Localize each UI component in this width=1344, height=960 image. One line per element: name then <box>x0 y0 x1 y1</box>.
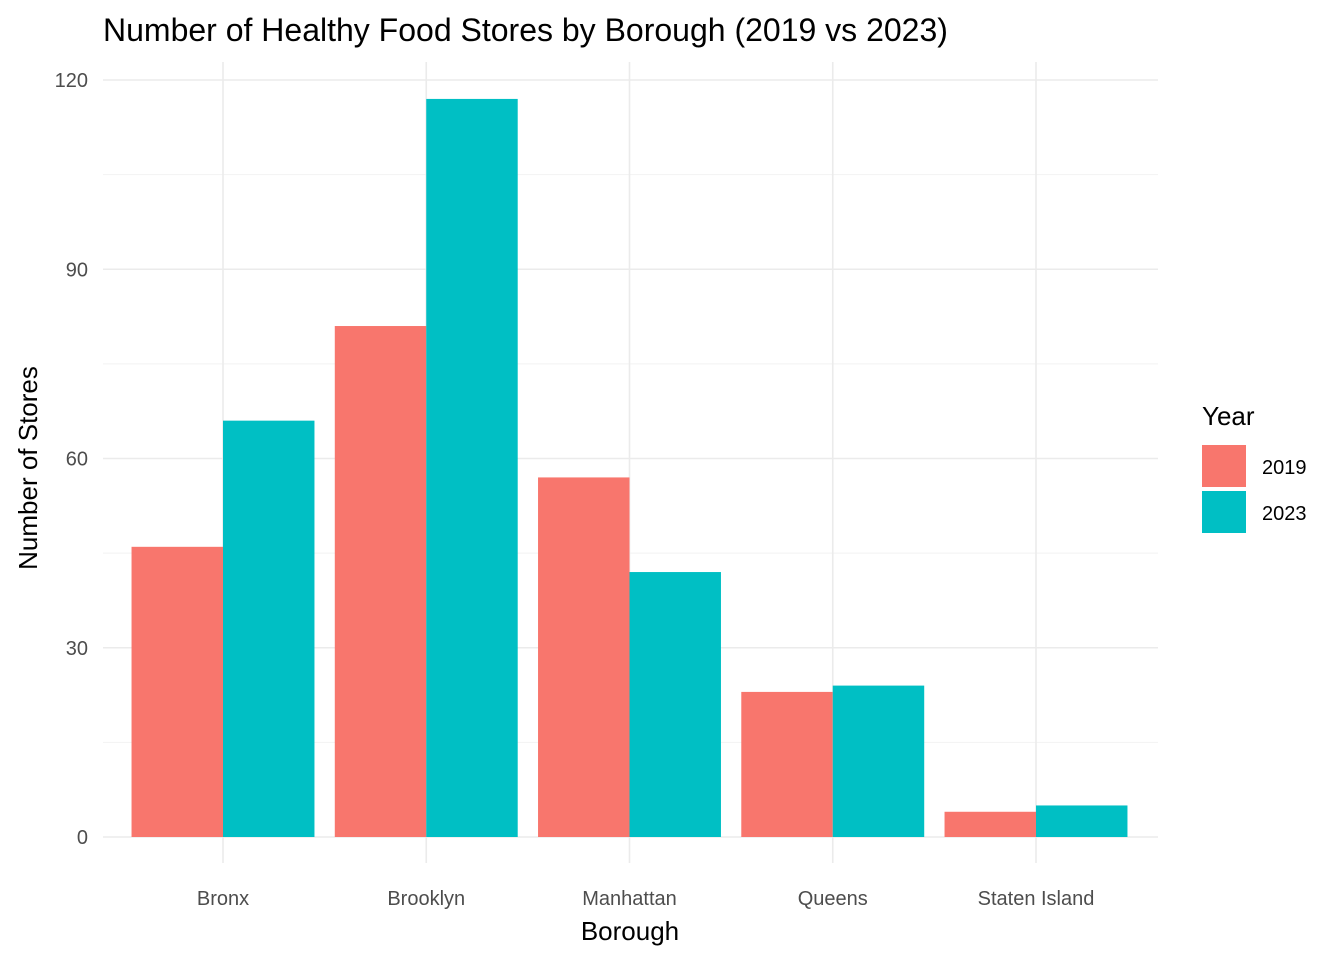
legend-key-2023 <box>1202 491 1246 533</box>
bar-queens-2019 <box>741 691 833 837</box>
y-axis-ticks: 0 30 60 90 120 <box>55 70 88 849</box>
x-tick-label: Staten Island <box>978 888 1095 910</box>
bar-brooklyn-2019 <box>334 326 427 837</box>
legend-label: 2019 <box>1262 457 1307 479</box>
bar-bronx-2019 <box>131 546 223 837</box>
x-tick-label: Manhattan <box>582 888 677 910</box>
y-tick-label: 0 <box>77 827 88 849</box>
x-tick-label: Bronx <box>197 888 249 910</box>
legend-title: Year <box>1202 401 1255 431</box>
bar-queens-2023 <box>832 685 925 837</box>
bar-bronx-2023 <box>223 420 315 837</box>
chart-title: Number of Healthy Food Stores by Borough… <box>103 12 948 48</box>
legend: Year 2019 2023 <box>1202 401 1307 533</box>
bar-manhattan-2019 <box>538 477 630 837</box>
y-axis-title: Number of Stores <box>13 366 43 570</box>
bar-manhattan-2023 <box>629 572 721 837</box>
legend-label: 2023 <box>1262 503 1307 525</box>
bar-brooklyn-2023 <box>426 98 518 838</box>
bar-staten-island-2023 <box>1036 805 1128 837</box>
legend-key-2019 <box>1202 445 1246 487</box>
y-tick-label: 60 <box>66 449 88 471</box>
x-axis-ticks: Bronx Brooklyn Manhattan Queens Staten Islan… <box>197 888 1095 910</box>
x-axis-title: Borough <box>581 916 679 946</box>
bar-staten-island-2019 <box>944 811 1036 837</box>
y-tick-label: 120 <box>55 70 88 92</box>
bars <box>131 98 1128 838</box>
x-tick-label: Brooklyn <box>387 888 465 910</box>
y-tick-label: 30 <box>66 638 88 660</box>
y-tick-label: 90 <box>66 259 88 281</box>
x-tick-label: Queens <box>798 888 868 910</box>
